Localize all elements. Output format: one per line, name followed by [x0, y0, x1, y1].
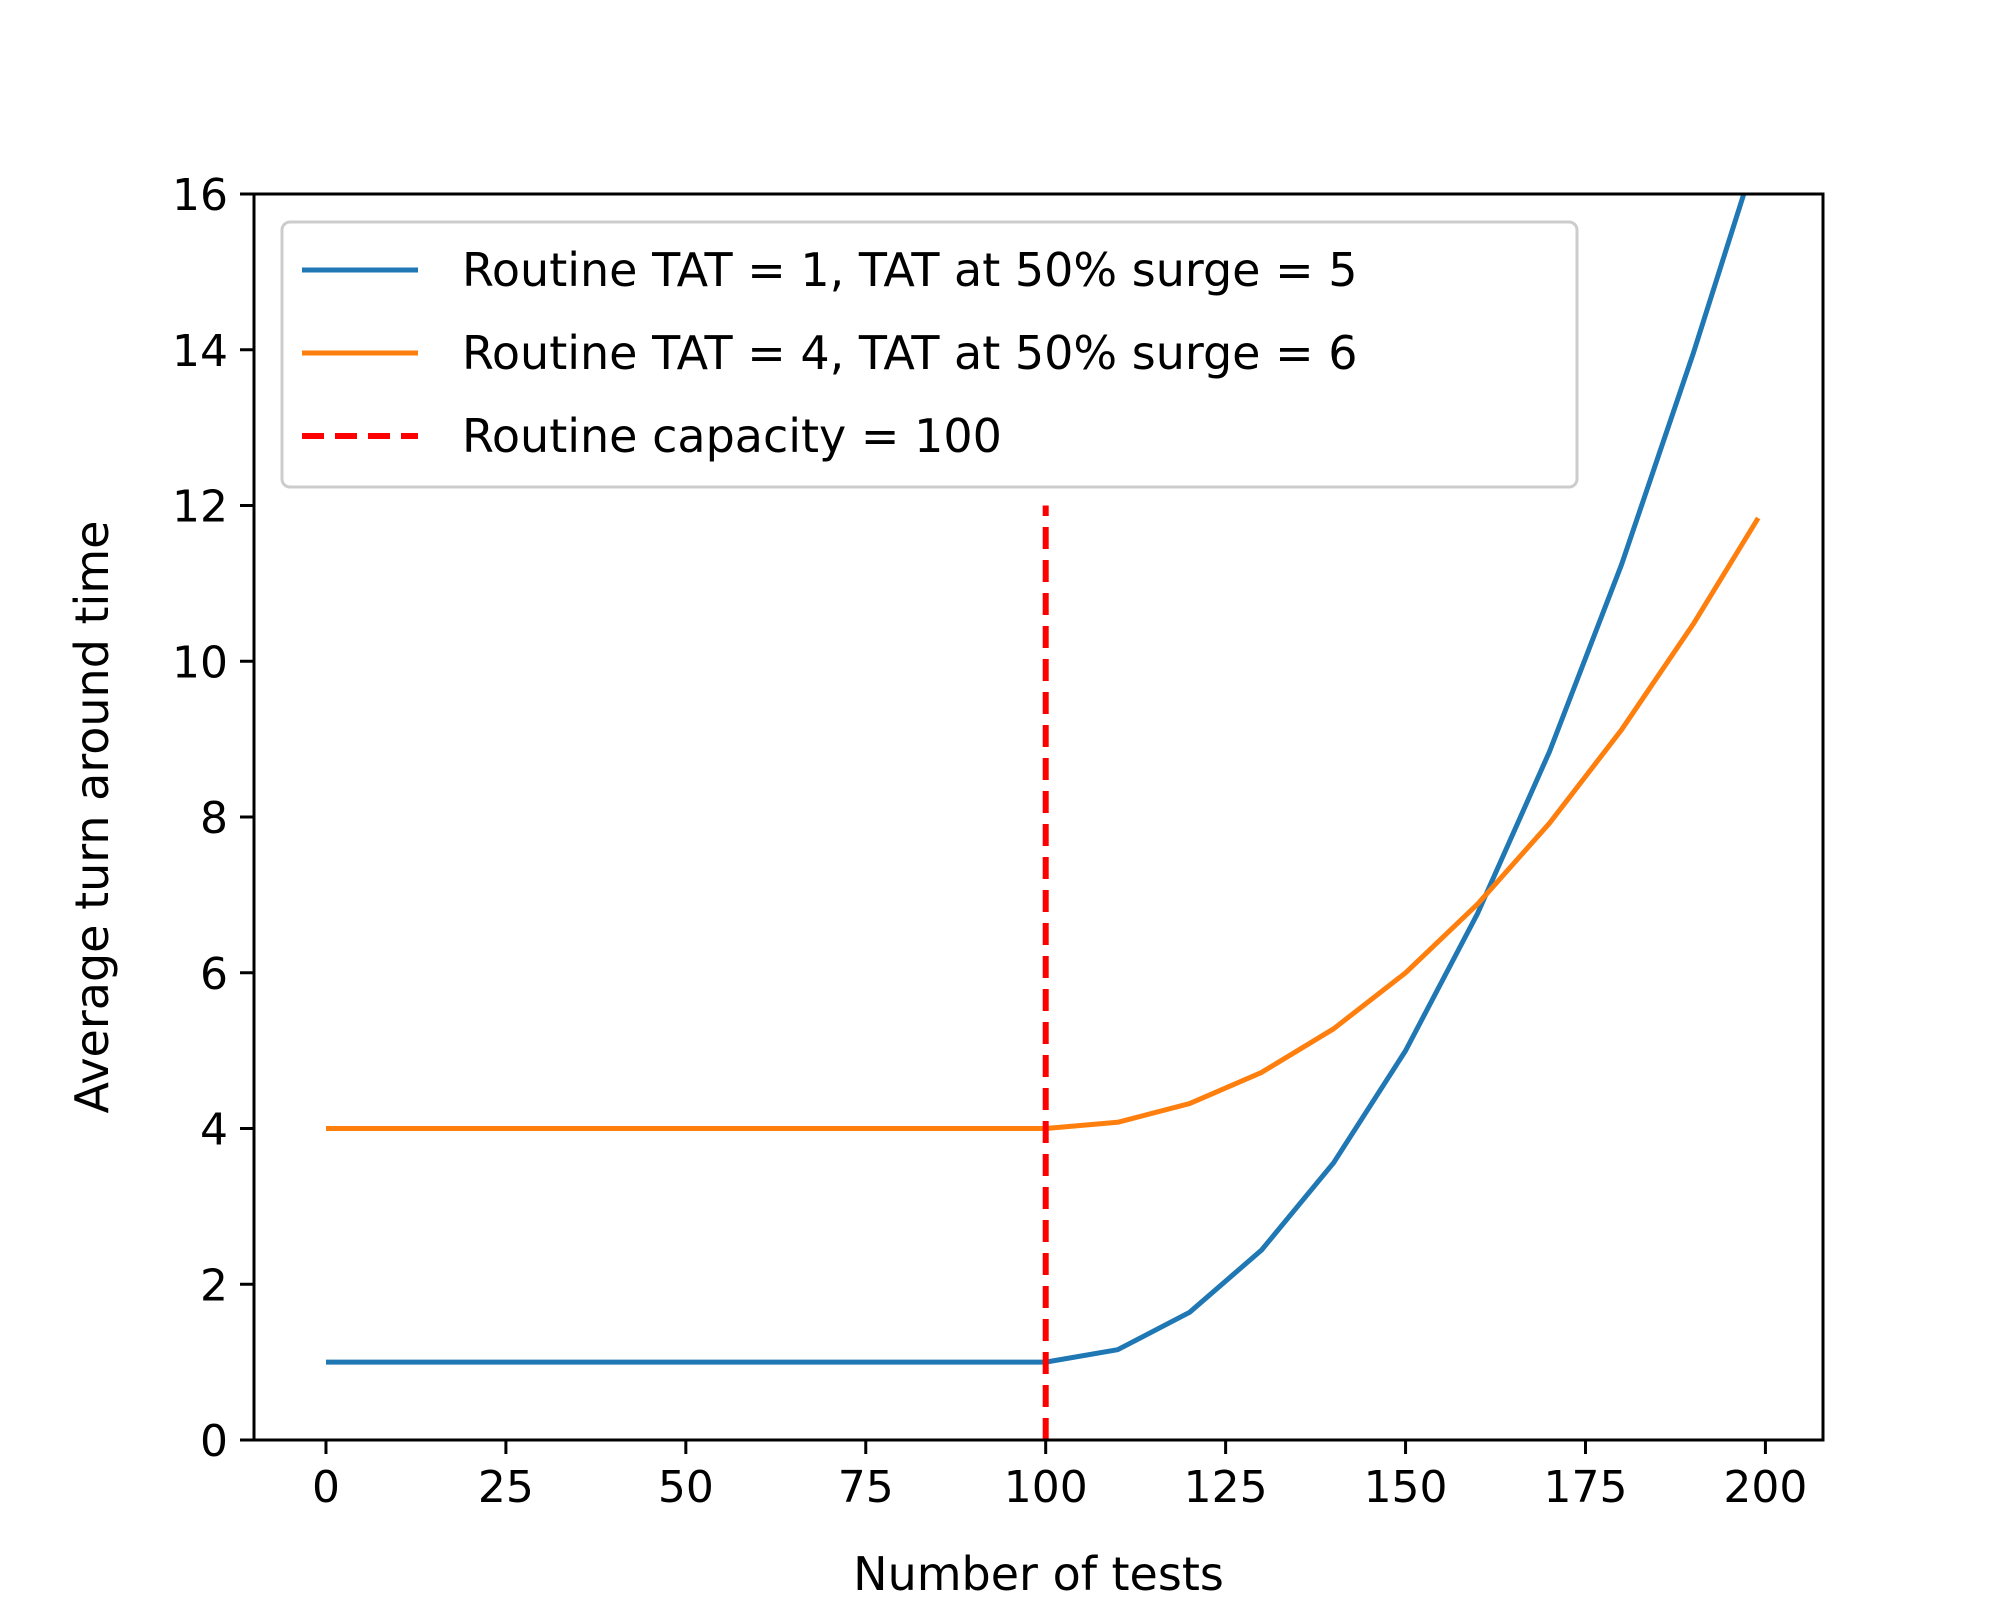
- x-tick-label: 150: [1364, 1462, 1448, 1513]
- x-tick-label: 175: [1543, 1462, 1627, 1513]
- x-tick-label: 125: [1184, 1462, 1268, 1513]
- x-tick-label: 0: [312, 1462, 340, 1513]
- x-axis-label: Number of tests: [853, 1547, 1224, 1600]
- x-tick-label: 50: [658, 1462, 714, 1513]
- x-tick-label: 75: [838, 1462, 894, 1513]
- legend: Routine TAT = 1, TAT at 50% surge = 5 Rou…: [280, 220, 1579, 489]
- y-tick-label: 10: [172, 637, 228, 688]
- series-line-1: [326, 194, 1747, 1365]
- legend-label-1: Routine TAT = 1, TAT at 50% surge = 5: [462, 243, 1358, 297]
- x-tick-label: 200: [1723, 1462, 1807, 1513]
- x-tick-label: 25: [478, 1462, 534, 1513]
- y-tick-label: 14: [172, 326, 228, 377]
- x-tick-label: 100: [1004, 1462, 1088, 1513]
- y-tick-label: 8: [200, 793, 228, 844]
- y-tick-label: 16: [172, 170, 228, 221]
- legend-box: [280, 220, 1579, 489]
- y-axis-label: Average turn around time: [65, 521, 119, 1114]
- y-tick-label: 2: [200, 1260, 228, 1311]
- y-tick-label: 0: [200, 1416, 228, 1467]
- y-tick-label: 6: [200, 949, 228, 1000]
- legend-label-2: Routine TAT = 4, TAT at 50% surge = 6: [462, 326, 1358, 380]
- axes-frame: [252, 192, 1825, 1442]
- plot-area: [326, 194, 1761, 1440]
- legend-label-3: Routine capacity = 100: [462, 409, 1002, 463]
- y-tick-label: 4: [200, 1105, 228, 1156]
- axis-ticks: 0 25 50 75 100 125 150 175 200 0 2 4 6 8 10 12 14 16: [172, 170, 1807, 1513]
- series-line-2: [326, 516, 1761, 1131]
- y-tick-label: 12: [172, 482, 228, 533]
